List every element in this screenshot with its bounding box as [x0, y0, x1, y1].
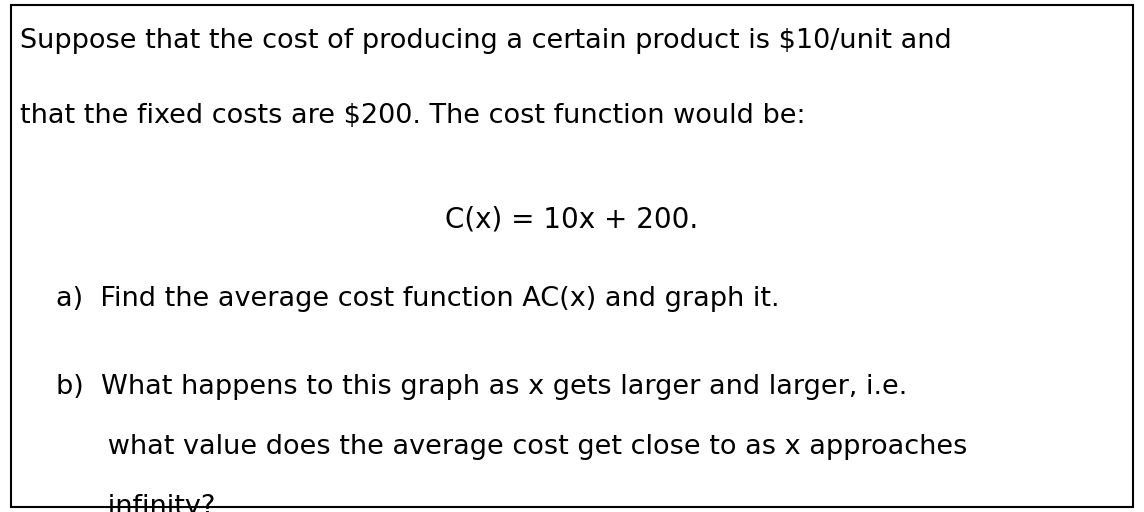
Text: C(x) = 10x + 200.: C(x) = 10x + 200. — [445, 206, 699, 234]
Text: infinity?: infinity? — [56, 495, 216, 512]
Text: that the fixed costs are $200. The cost function would be:: that the fixed costs are $200. The cost … — [21, 103, 805, 129]
Text: a)  Find the average cost function AC(x) and graph it.: a) Find the average cost function AC(x) … — [56, 286, 780, 312]
Text: what value does the average cost get close to as x approaches: what value does the average cost get clo… — [56, 434, 968, 460]
Text: Suppose that the cost of producing a certain product is $10/unit and: Suppose that the cost of producing a cer… — [21, 28, 952, 54]
Text: b)  What happens to this graph as x gets larger and larger, i.e.: b) What happens to this graph as x gets … — [56, 374, 907, 400]
